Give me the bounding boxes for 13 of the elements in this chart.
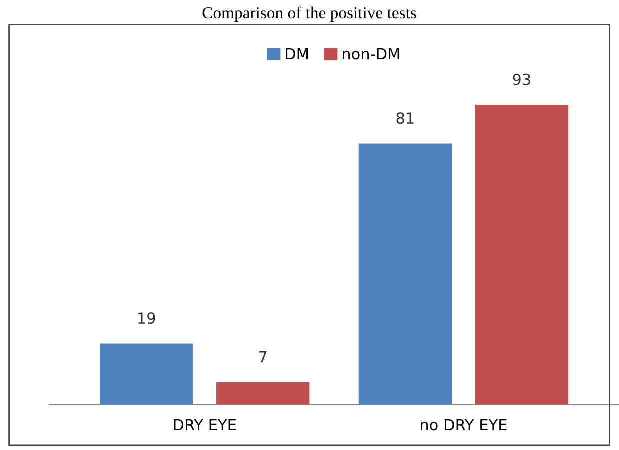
bar — [475, 105, 569, 405]
data-label: 93 — [513, 74, 530, 86]
data-label: 7 — [259, 351, 267, 363]
data-label: 81 — [396, 112, 414, 124]
x-tick-label: no DRY EYE — [421, 419, 507, 431]
bar — [100, 344, 194, 405]
data-label: 19 — [138, 312, 156, 324]
bar — [216, 382, 310, 405]
legend-label: DM — [286, 48, 308, 60]
bar — [358, 144, 452, 405]
chart-title: Comparison of the positive tests — [202, 6, 416, 22]
legend-label: non-DM — [342, 48, 400, 60]
x-tick-label: DRY EYE — [174, 419, 236, 430]
